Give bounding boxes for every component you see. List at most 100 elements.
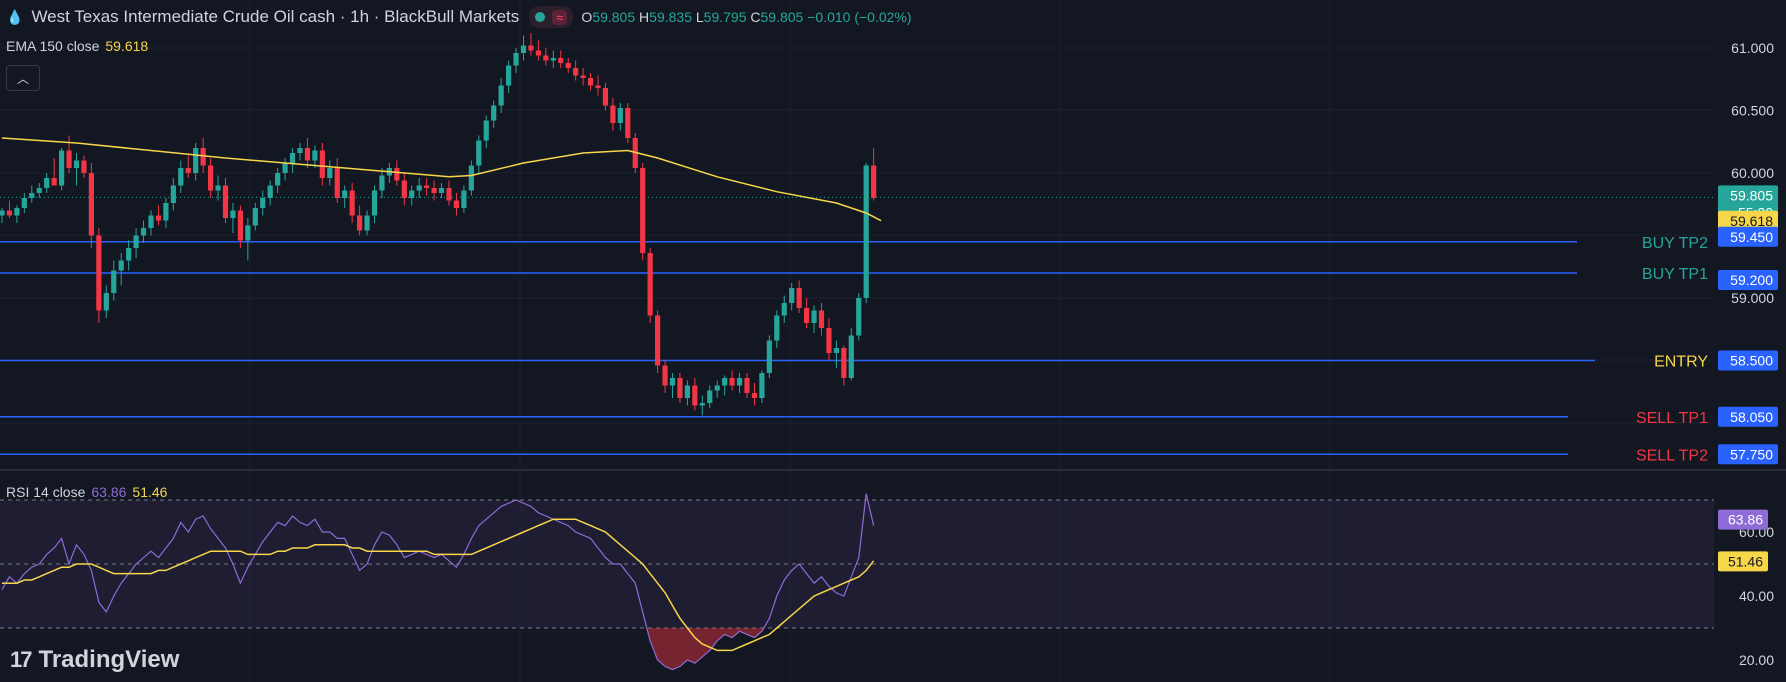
candle-body (483, 120, 489, 141)
candle-body (863, 165, 869, 298)
y-tick-label: 60.500 (1731, 103, 1774, 119)
candle-body (848, 335, 854, 378)
candle-body (677, 378, 683, 398)
candle-body (416, 185, 422, 191)
candle-body (580, 75, 586, 78)
rsi-oversold-fill (647, 628, 765, 670)
candle-body (789, 288, 795, 303)
candle-body (662, 365, 668, 386)
close-value: 59.805 (760, 9, 804, 25)
candle-body (394, 168, 400, 181)
market-status-pill[interactable]: ≈ (529, 6, 574, 28)
candle-body (44, 178, 50, 188)
change-value: −0.010 (−0.02%) (807, 9, 912, 25)
candle-body (684, 385, 690, 398)
collapse-indicators-button[interactable]: ︿ (6, 65, 40, 91)
candle-body (297, 148, 303, 153)
candle-body (21, 198, 27, 208)
ema-legend[interactable]: EMA 150 close 59.618 (6, 38, 148, 54)
candle-body (208, 165, 214, 191)
candle-body (357, 215, 363, 231)
candle-body (170, 185, 176, 203)
candle-body (729, 378, 735, 386)
candle-body (722, 378, 728, 386)
rsi-tick-label: 40.00 (1739, 588, 1774, 604)
high-value: 59.835 (649, 9, 692, 25)
tradingview-logo[interactable]: 17 TradingView (10, 646, 179, 674)
candle-body (230, 210, 236, 218)
candle-body (491, 105, 497, 121)
candle-body (319, 150, 325, 178)
candle-body (587, 78, 594, 86)
ohlc-values: O59.805 H59.835 L59.795 C59.805 −0.010 (… (581, 9, 912, 25)
price-badge-bg (1718, 210, 1778, 231)
level-price-badge-bg (1718, 406, 1778, 427)
candle-body (468, 165, 474, 191)
candle-body (610, 105, 616, 123)
level-label: SELL TP2 (1636, 447, 1708, 464)
candle-body (371, 190, 378, 216)
candle-body (96, 235, 102, 311)
candles (0, 33, 877, 416)
candle-body (558, 58, 564, 63)
candle-body (826, 328, 832, 353)
rsi-value-badge: 51.46 (1728, 553, 1763, 569)
price-badge: 59.618 (1730, 213, 1773, 229)
candle-body (818, 310, 825, 328)
rsi-value-badge: 63.86 (1728, 512, 1763, 528)
candle-body (66, 150, 72, 168)
candle-body (252, 208, 258, 226)
candle-body (193, 148, 199, 173)
candle-body (565, 63, 571, 68)
candle-body (304, 148, 311, 161)
last-price-badge: 59.805 (1730, 187, 1773, 203)
candle-body (595, 85, 601, 88)
candle-body (707, 390, 713, 403)
candle-body (103, 293, 109, 311)
y-tick-label: 60.000 (1731, 165, 1774, 181)
candle-body (6, 210, 13, 216)
level-label: BUY TP1 (1642, 266, 1708, 283)
candle-body (431, 188, 437, 193)
candle-body (871, 165, 877, 198)
candle-body (267, 185, 273, 198)
candle-body (260, 198, 266, 208)
level-price-badge: 58.050 (1730, 409, 1773, 425)
rsi-legend[interactable]: RSI 14 close 63.86 51.46 (6, 484, 167, 500)
rsi-tick-label: 20.00 (1739, 652, 1774, 668)
open-value: 59.805 (592, 9, 636, 25)
candle-body (573, 68, 579, 76)
candle-body (51, 178, 57, 186)
level-label: SELL TP1 (1636, 410, 1708, 427)
candle-body (289, 153, 296, 163)
candle-body (140, 228, 147, 236)
price-badge-bg (1718, 270, 1778, 290)
candle-body (625, 108, 631, 138)
price-badge-bg (1718, 226, 1778, 247)
level-price-badge-bg (1718, 444, 1778, 465)
symbol-title[interactable]: West Texas Intermediate Crude Oil cash ·… (31, 7, 520, 26)
candle-body (275, 173, 281, 186)
candle-body (245, 225, 251, 241)
rsi-ma-line (2, 518, 875, 652)
candle-body (14, 208, 20, 216)
market-open-icon (535, 12, 546, 22)
level-label: ENTRY (1654, 354, 1708, 371)
candle-body (185, 168, 191, 173)
candle-body (751, 393, 758, 398)
candle-body (640, 168, 646, 253)
y-tick-label: 61.000 (1731, 40, 1774, 56)
candle-body (424, 185, 430, 188)
price-badge: 59.200 (1730, 272, 1773, 288)
candle-body (736, 378, 743, 386)
candle-body (0, 210, 5, 216)
candle-body (856, 298, 862, 336)
candle-body (155, 215, 162, 221)
y-tick-label: 59.000 (1731, 290, 1774, 306)
candle-body (438, 188, 445, 193)
candle-body (781, 303, 787, 316)
candle-body (744, 378, 750, 393)
level-price-badge: 58.500 (1730, 353, 1773, 369)
candle-body (774, 315, 780, 341)
